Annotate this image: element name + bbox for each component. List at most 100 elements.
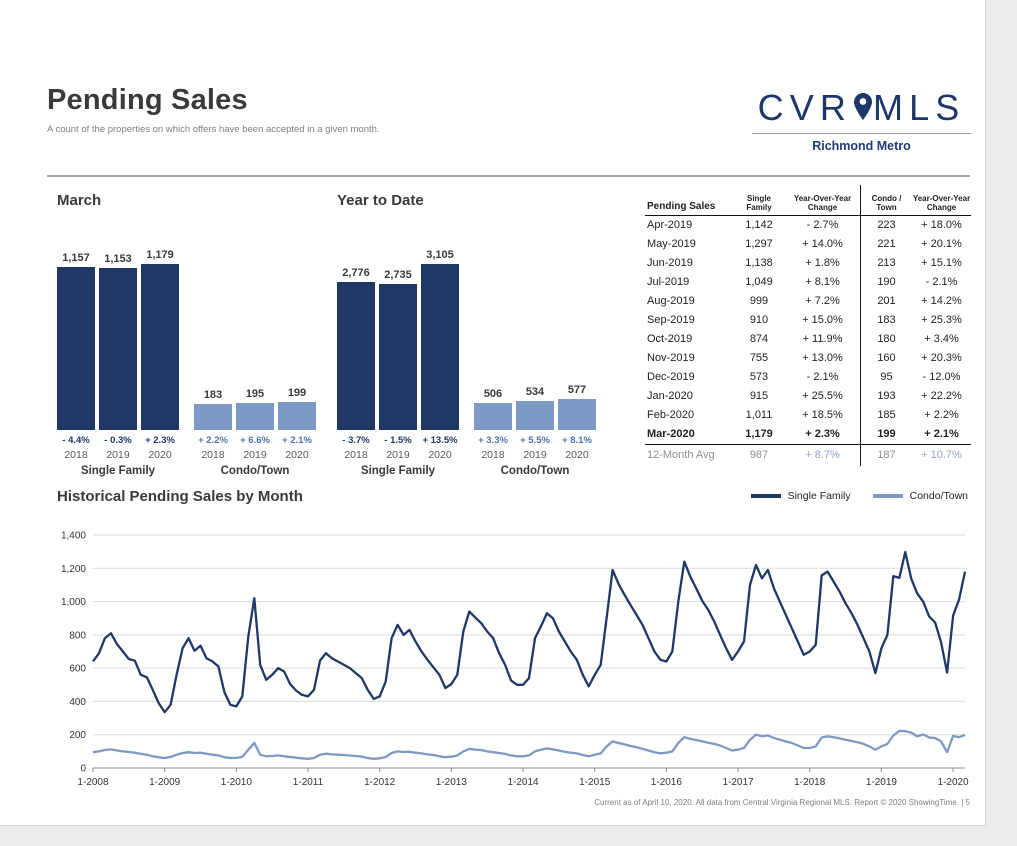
footer-page-number: 5 xyxy=(965,798,970,807)
year-label: 2018 xyxy=(481,449,505,461)
table-cell: + 15.1% xyxy=(921,257,962,269)
bar-value-label: 506 xyxy=(483,388,503,400)
svg-text:0: 0 xyxy=(80,764,86,775)
table-cell: 999 xyxy=(749,295,769,307)
series-line-single-family xyxy=(92,550,967,714)
bar xyxy=(99,268,137,430)
svg-text:1-2018: 1-2018 xyxy=(794,777,826,788)
table-cell: + 2.3% xyxy=(805,428,840,440)
ytd-chart-title: Year to Date xyxy=(337,192,424,209)
table-row: Dec-2019 573 - 2.1% 95 - 12.0% xyxy=(645,368,971,387)
footer-note: Current as of April 10, 2020. All data f… xyxy=(594,798,959,807)
table-cell: + 18.0% xyxy=(921,219,962,231)
svg-text:1-2010: 1-2010 xyxy=(221,777,253,788)
table-cell: 874 xyxy=(749,333,769,345)
series-line-condo-town xyxy=(92,729,966,760)
bar-column: 2,776 xyxy=(337,267,375,430)
svg-text:1-2016: 1-2016 xyxy=(651,777,683,788)
change-label: + 13.5% xyxy=(422,435,458,446)
change-label: + 6.6% xyxy=(240,435,270,446)
changes-row: - 3.7% - 1.5% + 13.5% xyxy=(337,430,459,446)
legend-label: Condo/Town xyxy=(909,490,968,502)
table-cell: Aug-2019 xyxy=(647,295,695,307)
table-cell: Mar-2020 xyxy=(647,428,695,440)
bar-value-label: 1,157 xyxy=(62,252,90,264)
table-cell: + 2.1% xyxy=(924,428,959,440)
bar-column: 1,153 xyxy=(99,253,137,430)
table-cell: 95 xyxy=(860,368,912,387)
table-header-cell: Single Family xyxy=(746,193,772,212)
year-label: 2020 xyxy=(285,449,309,461)
table-row: Sep-2019 910 + 15.0% 183 + 25.3% xyxy=(645,311,971,330)
table-cell: + 3.4% xyxy=(924,333,959,345)
svg-text:1-2009: 1-2009 xyxy=(149,777,181,788)
table-cell: - 2.7% xyxy=(806,219,839,231)
years-row: 2018 2019 2020 xyxy=(337,446,459,461)
table-cell: Dec-2019 xyxy=(647,371,695,383)
table-cell: 185 xyxy=(860,406,912,425)
svg-text:1-2014: 1-2014 xyxy=(507,777,539,788)
historical-section: Historical Pending Sales by Month Single… xyxy=(57,488,970,804)
svg-text:1-2019: 1-2019 xyxy=(866,777,898,788)
svg-text:1-2012: 1-2012 xyxy=(364,777,396,788)
page-title: Pending Sales xyxy=(47,84,248,116)
bar-chart-ytd: Year to Date 2,776 2,735 3,105 - 3.7% - 1.5%… xyxy=(337,192,596,477)
table-header-cell: Pending Sales xyxy=(647,200,716,212)
bar xyxy=(379,284,417,430)
change-label: - 3.7% xyxy=(342,435,370,446)
table-cell: Feb-2020 xyxy=(647,409,695,421)
condo-town-swatch xyxy=(872,493,903,499)
table-row: Jun-2019 1,138 + 1.8% 213 + 15.1% xyxy=(645,254,971,273)
table-cell: Nov-2019 xyxy=(647,352,695,364)
svg-text:1-2013: 1-2013 xyxy=(436,777,468,788)
table-row: Aug-2019 999 + 7.2% 201 + 14.2% xyxy=(645,292,971,311)
table-cell: - 2.1% xyxy=(925,276,958,288)
table-cell: Jul-2019 xyxy=(647,276,690,288)
changes-row: - 4.4% - 0.3% + 2.3% xyxy=(57,430,179,446)
year-label: 2020 xyxy=(565,449,589,461)
historical-line-chart: 0 200 400 600 800 1,000 1,200 1,400 1-2008 1-2009… xyxy=(61,531,969,789)
logo-divider xyxy=(752,133,971,134)
logo-text-left: CVR xyxy=(757,87,852,128)
bar xyxy=(474,403,512,430)
bar-value-label: 3,105 xyxy=(426,249,454,261)
table-cell: + 25.5% xyxy=(802,390,843,402)
page-subtitle: A count of the properties on which offer… xyxy=(47,124,380,135)
table-cell: 1,011 xyxy=(745,409,773,421)
svg-text:1,000: 1,000 xyxy=(61,597,86,608)
year-label: 2019 xyxy=(523,449,547,461)
bar-value-label: 199 xyxy=(287,387,307,399)
table-row: Jul-2019 1,049 + 8.1% 190 - 2.1% xyxy=(645,273,971,292)
table-cell: + 14.0% xyxy=(802,238,843,250)
table-cell: + 15.0% xyxy=(802,314,843,326)
group-label: Condo/Town xyxy=(220,465,290,477)
change-label: + 2.3% xyxy=(145,435,175,446)
table-cell: 187 xyxy=(860,445,912,466)
bar-group: 2,776 2,735 3,105 - 3.7% - 1.5% + 13.5% 2018 20… xyxy=(337,221,459,477)
svg-text:200: 200 xyxy=(69,730,86,741)
bar-column: 2,735 xyxy=(379,269,417,430)
footer-separator: | xyxy=(961,798,964,807)
group-label: Single Family xyxy=(360,465,436,477)
bar-column: 199 xyxy=(278,387,316,430)
table-cell: 183 xyxy=(860,311,912,330)
svg-text:600: 600 xyxy=(69,664,86,675)
header-divider xyxy=(47,175,970,177)
report-header: Pending Sales A count of the properties … xyxy=(47,84,607,135)
historical-line-chart-wrap: 0 200 400 600 800 1,000 1,200 1,400 1-2008 1-2009… xyxy=(57,527,970,804)
report-page: Pending Sales A count of the properties … xyxy=(0,0,986,826)
location-pin-icon xyxy=(853,93,872,125)
bar xyxy=(141,264,179,430)
table-cell: 180 xyxy=(860,330,912,349)
table-cell: + 13.0% xyxy=(802,352,843,364)
table-cell: May-2019 xyxy=(647,238,696,250)
table-cell: + 25.3% xyxy=(921,314,962,326)
single-family-swatch xyxy=(750,493,781,499)
historical-chart-title: Historical Pending Sales by Month xyxy=(57,488,303,505)
table-cell: 915 xyxy=(749,390,769,402)
changes-row: + 3.3% + 5.5% + 8.1% xyxy=(474,430,596,446)
table-cell: Jan-2020 xyxy=(647,390,693,402)
bar xyxy=(236,403,274,430)
svg-text:1-2020: 1-2020 xyxy=(937,777,969,788)
